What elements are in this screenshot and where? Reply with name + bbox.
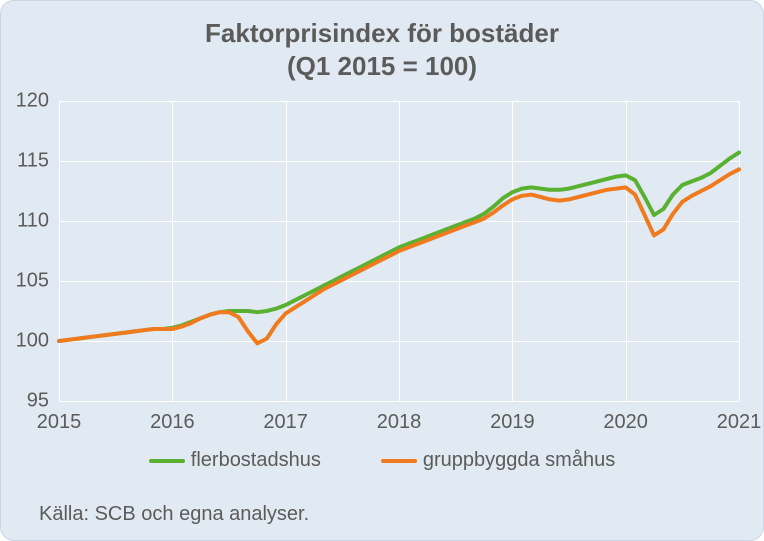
chart-card: Faktorprisindex för bostäder (Q1 2015 = …	[0, 0, 764, 541]
source-text: Källa: SCB och egna analyser.	[39, 503, 309, 526]
x-tick-label: 2017	[263, 411, 308, 434]
y-tick-label: 100	[3, 330, 49, 353]
legend-label: gruppbyggda småhus	[423, 449, 615, 472]
series-flerbostadshus	[59, 153, 739, 341]
y-tick-label: 110	[3, 210, 49, 233]
chart-title: Faktorprisindex för bostäder (Q1 2015 = …	[1, 17, 763, 82]
line-series	[59, 101, 739, 401]
legend-item-flerbostadshus: flerbostadshus	[149, 449, 321, 472]
y-tick-label: 95	[3, 390, 49, 413]
chart-legend: flerbostadshus gruppbyggda småhus	[1, 449, 763, 472]
legend-item-gruppbyggda-smahus: gruppbyggda småhus	[381, 449, 615, 472]
title-line-2: (Q1 2015 = 100)	[287, 51, 477, 81]
x-tick-label: 2015	[37, 411, 82, 434]
title-line-1: Faktorprisindex för bostäder	[205, 18, 559, 48]
x-tick-label: 2018	[377, 411, 422, 434]
plot-area: 95100105110115120 2015201620172018201920…	[59, 101, 739, 401]
legend-swatch	[381, 459, 417, 463]
legend-label: flerbostadshus	[191, 449, 321, 472]
y-tick-label: 115	[3, 150, 49, 173]
series-gruppbyggda_smahus	[59, 169, 739, 343]
legend-swatch	[149, 459, 185, 463]
x-tick-label: 2019	[490, 411, 535, 434]
y-tick-label: 120	[3, 90, 49, 113]
y-tick-label: 105	[3, 270, 49, 293]
x-tick-label: 2016	[150, 411, 195, 434]
x-tick-label: 2020	[603, 411, 648, 434]
x-tick-label: 2021	[717, 411, 762, 434]
